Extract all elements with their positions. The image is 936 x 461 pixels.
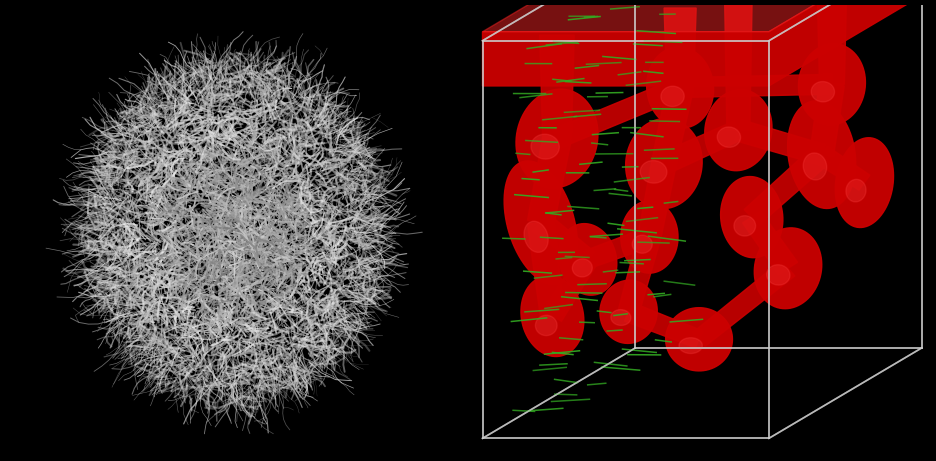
- Polygon shape: [516, 89, 598, 188]
- Polygon shape: [679, 338, 702, 354]
- Polygon shape: [632, 235, 652, 253]
- Polygon shape: [651, 85, 694, 166]
- Polygon shape: [638, 161, 676, 239]
- Polygon shape: [744, 147, 830, 225]
- Polygon shape: [803, 153, 826, 180]
- Polygon shape: [693, 260, 795, 346]
- Polygon shape: [625, 118, 702, 209]
- Polygon shape: [619, 234, 661, 314]
- Polygon shape: [524, 221, 548, 252]
- Polygon shape: [665, 307, 733, 371]
- Polygon shape: [742, 211, 797, 274]
- Polygon shape: [543, 254, 597, 321]
- Polygon shape: [754, 228, 822, 309]
- Polygon shape: [540, 35, 574, 138]
- Polygon shape: [717, 127, 740, 148]
- Polygon shape: [680, 74, 832, 97]
- Polygon shape: [624, 302, 703, 348]
- Polygon shape: [483, 0, 922, 86]
- Polygon shape: [659, 121, 743, 173]
- Polygon shape: [531, 134, 560, 159]
- Polygon shape: [505, 161, 578, 284]
- Polygon shape: [534, 214, 594, 267]
- Polygon shape: [611, 310, 631, 325]
- Polygon shape: [705, 90, 772, 171]
- Polygon shape: [521, 276, 584, 356]
- Polygon shape: [572, 259, 592, 277]
- Polygon shape: [621, 201, 678, 273]
- Polygon shape: [553, 78, 684, 148]
- Polygon shape: [812, 82, 835, 102]
- Polygon shape: [559, 224, 617, 295]
- Polygon shape: [528, 221, 564, 318]
- Polygon shape: [817, 0, 847, 84]
- Polygon shape: [535, 315, 557, 336]
- Polygon shape: [665, 8, 696, 88]
- Polygon shape: [584, 228, 653, 268]
- Polygon shape: [735, 120, 825, 165]
- Polygon shape: [846, 179, 866, 202]
- Polygon shape: [787, 101, 856, 208]
- Polygon shape: [815, 147, 870, 190]
- Polygon shape: [798, 44, 866, 125]
- Polygon shape: [600, 280, 657, 343]
- Polygon shape: [640, 160, 667, 183]
- Polygon shape: [724, 0, 753, 130]
- Polygon shape: [767, 265, 790, 285]
- Polygon shape: [661, 86, 684, 106]
- Polygon shape: [483, 0, 922, 32]
- Polygon shape: [647, 47, 713, 128]
- Polygon shape: [835, 138, 894, 227]
- Polygon shape: [528, 136, 571, 225]
- Polygon shape: [810, 83, 844, 156]
- Polygon shape: [734, 216, 755, 236]
- Polygon shape: [721, 177, 782, 258]
